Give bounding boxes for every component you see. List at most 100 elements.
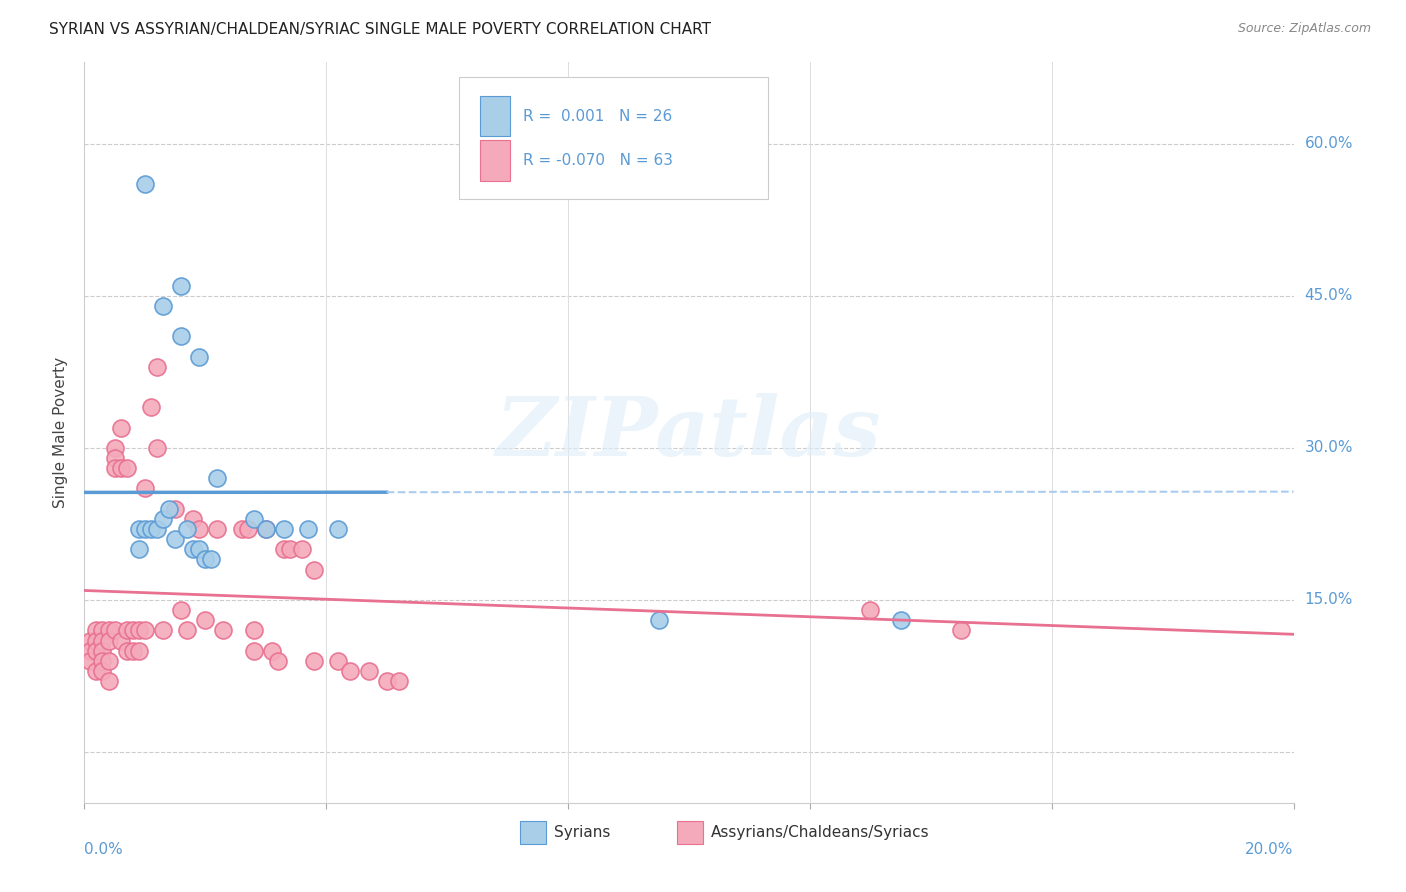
Point <box>242 643 264 657</box>
Point <box>181 542 204 557</box>
Point <box>152 512 174 526</box>
FancyBboxPatch shape <box>460 78 768 200</box>
Bar <box>479 140 510 181</box>
Point <box>104 450 127 465</box>
Bar <box>520 822 547 844</box>
Point <box>950 624 973 638</box>
Point <box>254 522 277 536</box>
Point <box>146 522 169 536</box>
Text: ZIPatlas: ZIPatlas <box>496 392 882 473</box>
Point <box>375 674 398 689</box>
Point <box>194 552 217 566</box>
Text: 0.0%: 0.0% <box>84 842 124 856</box>
Point <box>242 512 264 526</box>
Point <box>139 401 162 415</box>
Point <box>134 522 156 536</box>
Point <box>388 674 411 689</box>
Text: 20.0%: 20.0% <box>1246 842 1294 856</box>
Point <box>273 542 295 557</box>
Point <box>278 542 301 557</box>
Point <box>128 624 150 638</box>
Point <box>170 278 193 293</box>
Point <box>176 624 198 638</box>
Point <box>302 562 325 576</box>
Point <box>157 501 180 516</box>
Point <box>121 624 143 638</box>
Point <box>97 633 120 648</box>
Point <box>328 522 350 536</box>
Point <box>134 177 156 191</box>
Text: 30.0%: 30.0% <box>1305 441 1353 455</box>
Point <box>188 350 211 364</box>
Point <box>110 633 132 648</box>
Point <box>165 501 187 516</box>
Text: 60.0%: 60.0% <box>1305 136 1353 151</box>
Point <box>79 643 101 657</box>
Point <box>139 522 162 536</box>
Point <box>128 643 150 657</box>
Point <box>91 654 114 668</box>
Bar <box>676 822 703 844</box>
Point <box>152 624 174 638</box>
Point <box>104 624 127 638</box>
Point <box>91 643 114 657</box>
Point <box>302 654 325 668</box>
Point <box>357 664 380 678</box>
Point <box>648 613 671 627</box>
Point <box>207 522 229 536</box>
Point <box>188 522 211 536</box>
Text: 45.0%: 45.0% <box>1305 288 1353 303</box>
Text: 15.0%: 15.0% <box>1305 592 1353 607</box>
Point <box>91 633 114 648</box>
Point <box>297 522 319 536</box>
Bar <box>479 95 510 136</box>
Point <box>110 420 132 434</box>
Point <box>115 461 138 475</box>
Point <box>291 542 314 557</box>
Point <box>115 624 138 638</box>
Point <box>104 461 127 475</box>
Point <box>328 654 350 668</box>
Point <box>86 624 108 638</box>
Point <box>79 654 101 668</box>
Point <box>91 664 114 678</box>
Point <box>170 603 193 617</box>
Point <box>134 624 156 638</box>
Text: Source: ZipAtlas.com: Source: ZipAtlas.com <box>1237 22 1371 36</box>
Point <box>176 522 198 536</box>
Point <box>236 522 259 536</box>
Point <box>152 299 174 313</box>
Text: R =  0.001   N = 26: R = 0.001 N = 26 <box>523 109 672 124</box>
Point <box>339 664 361 678</box>
Point <box>254 522 277 536</box>
Point <box>86 643 108 657</box>
Point <box>110 461 132 475</box>
Point <box>207 471 229 485</box>
Point <box>91 624 114 638</box>
Text: SYRIAN VS ASSYRIAN/CHALDEAN/SYRIAC SINGLE MALE POVERTY CORRELATION CHART: SYRIAN VS ASSYRIAN/CHALDEAN/SYRIAC SINGL… <box>49 22 711 37</box>
Point <box>128 522 150 536</box>
Point <box>188 542 211 557</box>
Point <box>115 643 138 657</box>
Point <box>134 482 156 496</box>
Point <box>97 674 120 689</box>
Point <box>242 624 264 638</box>
Text: Assyrians/Chaldeans/Syriacs: Assyrians/Chaldeans/Syriacs <box>710 825 929 840</box>
Point <box>146 359 169 374</box>
Point <box>260 643 283 657</box>
Point <box>86 633 108 648</box>
Point <box>86 664 108 678</box>
Point <box>890 613 912 627</box>
Point <box>97 654 120 668</box>
Point <box>231 522 253 536</box>
Point <box>97 624 120 638</box>
Point <box>267 654 290 668</box>
Text: Syrians: Syrians <box>554 825 610 840</box>
Text: R = -0.070   N = 63: R = -0.070 N = 63 <box>523 153 673 169</box>
Point <box>194 613 217 627</box>
Point <box>200 552 222 566</box>
Point <box>104 441 127 455</box>
Point <box>79 633 101 648</box>
Point <box>181 512 204 526</box>
Point <box>128 542 150 557</box>
